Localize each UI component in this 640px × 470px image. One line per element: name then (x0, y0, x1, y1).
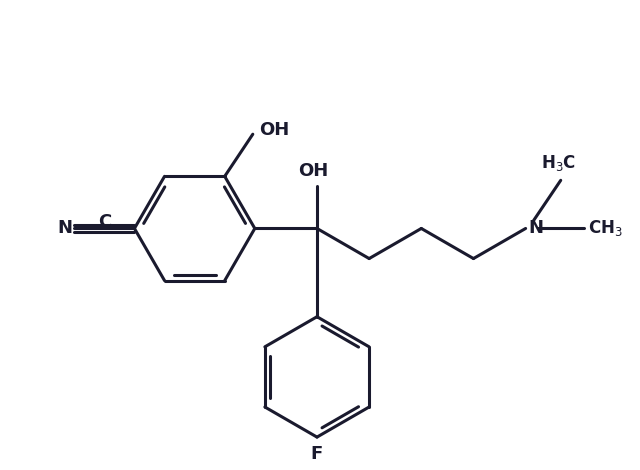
Text: CH$_3$: CH$_3$ (588, 219, 623, 238)
Text: N: N (57, 219, 72, 237)
Text: OH: OH (298, 162, 328, 180)
Text: N: N (529, 219, 543, 237)
Text: F: F (311, 445, 323, 463)
Text: C: C (98, 213, 111, 231)
Text: OH: OH (259, 121, 289, 139)
Text: H$_3$C: H$_3$C (541, 153, 576, 173)
